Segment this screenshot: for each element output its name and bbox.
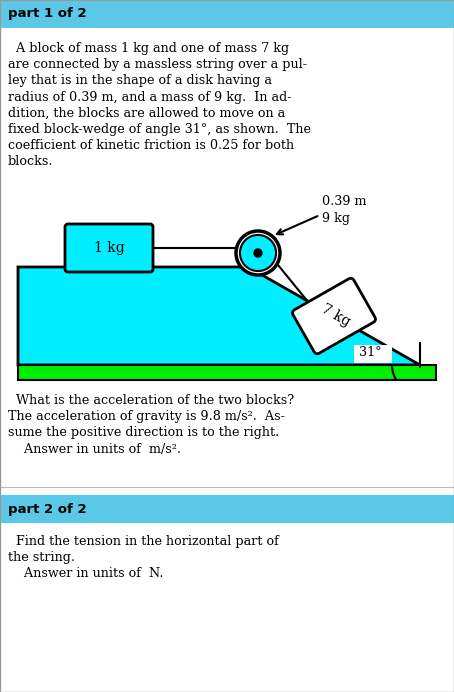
- Bar: [18, 365, 436, 380]
- Text: Answer in units of  m/s².: Answer in units of m/s².: [8, 443, 181, 455]
- Circle shape: [236, 231, 280, 275]
- FancyBboxPatch shape: [292, 278, 375, 354]
- Text: ley that is in the shape of a disk having a: ley that is in the shape of a disk havin…: [8, 75, 272, 87]
- Bar: [0, 0, 454, 28]
- Text: the string.: the string.: [8, 552, 75, 564]
- Circle shape: [240, 235, 276, 271]
- Text: dition, the blocks are allowed to move on a: dition, the blocks are allowed to move o…: [8, 107, 285, 120]
- Text: The acceleration of gravity is 9.8 m/s².  As-: The acceleration of gravity is 9.8 m/s².…: [8, 410, 285, 424]
- Polygon shape: [18, 267, 420, 365]
- Text: 1 kg: 1 kg: [94, 241, 124, 255]
- Text: Answer in units of  N.: Answer in units of N.: [8, 567, 163, 581]
- Text: are connected by a massless string over a pul-: are connected by a massless string over …: [8, 58, 307, 71]
- Text: 31°: 31°: [359, 347, 381, 360]
- Text: Find the tension in the horizontal part of: Find the tension in the horizontal part …: [8, 535, 279, 548]
- Text: A block of mass 1 kg and one of mass 7 kg: A block of mass 1 kg and one of mass 7 k…: [8, 42, 289, 55]
- Circle shape: [254, 249, 262, 257]
- Text: 0.39 m
9 kg: 0.39 m 9 kg: [322, 195, 366, 225]
- Text: 7 kg: 7 kg: [319, 302, 353, 329]
- Text: radius of 0.39 m, and a mass of 9 kg.  In ad-: radius of 0.39 m, and a mass of 9 kg. In…: [8, 91, 291, 104]
- Text: What is the acceleration of the two blocks?: What is the acceleration of the two bloc…: [8, 394, 294, 407]
- Bar: [354, 345, 392, 363]
- Text: part 1 of 2: part 1 of 2: [8, 8, 87, 21]
- Bar: [0, 495, 454, 523]
- Text: fixed block-wedge of angle 31°, as shown.  The: fixed block-wedge of angle 31°, as shown…: [8, 123, 311, 136]
- Text: sume the positive direction is to the right.: sume the positive direction is to the ri…: [8, 426, 279, 439]
- Text: part 2 of 2: part 2 of 2: [8, 502, 87, 516]
- Text: coefficient of kinetic friction is 0.25 for both: coefficient of kinetic friction is 0.25 …: [8, 139, 294, 152]
- FancyBboxPatch shape: [65, 224, 153, 272]
- Text: blocks.: blocks.: [8, 156, 54, 168]
